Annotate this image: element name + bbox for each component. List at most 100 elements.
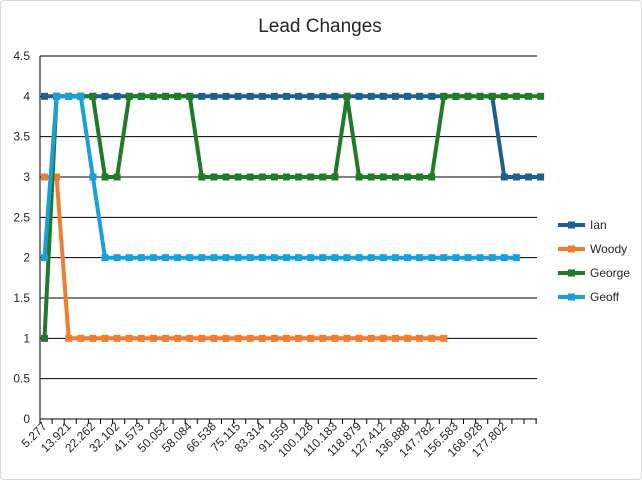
data-point-geoff [101,254,109,262]
y-tick-label: 2 [23,251,30,265]
data-point-woody [404,334,411,342]
data-point-geoff [77,92,85,100]
series-line-woody [44,175,444,341]
y-tick-label: 0.5 [13,372,30,386]
data-point-ian [258,92,266,100]
data-point-ian [331,92,339,100]
data-point-geoff [174,254,182,262]
data-point-geoff [258,254,266,262]
data-point-geoff [319,254,327,262]
data-point-geoff [355,254,363,262]
data-point-ian [246,92,254,100]
data-point-geoff [307,254,315,262]
gridlines [40,55,537,380]
data-point-geoff [283,254,290,262]
data-point-woody [367,334,375,342]
data-point-woody [270,334,278,342]
data-point-geoff [452,254,460,262]
data-point-ian [101,92,109,100]
data-point-george [537,92,545,100]
data-point-geoff [41,254,48,262]
data-point-ian [198,92,206,100]
y-tick-label: 4.5 [13,49,30,63]
data-point-george [137,92,145,100]
data-point-george [149,92,157,100]
data-point-ian [355,92,363,100]
data-point-woody [186,334,194,342]
data-point-george [512,92,520,100]
data-point-geoff [295,254,303,262]
y-axis: 0 0.5 1 1.5 2 2.5 3 3.5 4 4.5 [13,49,41,426]
data-point-george [476,92,484,100]
data-point-woody [53,173,61,181]
data-point-george [331,173,339,181]
data-point-george [367,173,375,181]
legend-marker-geoff [568,293,575,301]
plot-area [41,92,545,342]
data-point-geoff [137,254,145,262]
data-point-ian [307,92,315,100]
data-point-george [222,173,230,181]
data-point-woody [65,334,73,342]
data-point-ian [404,92,411,100]
data-point-geoff [186,254,194,262]
data-point-ian [283,92,290,100]
data-point-george [307,173,315,181]
data-point-woody [89,334,97,342]
data-point-george [258,173,266,181]
data-point-woody [174,334,182,342]
data-point-geoff [512,254,520,262]
data-point-woody [379,334,387,342]
data-point-woody [234,334,242,342]
data-point-ian [500,173,508,181]
data-point-woody [113,334,121,342]
legend-marker-woody [568,245,575,253]
data-point-woody [125,334,133,342]
data-point-george [404,173,411,181]
x-axis: 5.27713.92122.26232.10241.57350.05258.08… [18,418,537,460]
data-point-woody [355,334,363,342]
data-point-george [89,92,97,100]
data-point-ian [512,173,520,181]
data-point-george [234,173,242,181]
data-point-geoff [367,254,375,262]
data-point-ian [234,92,242,100]
data-point-george [283,173,290,181]
data-point-woody [198,334,206,342]
data-point-woody [101,334,109,342]
data-point-woody [149,334,157,342]
data-point-geoff [428,254,436,262]
data-point-woody [307,334,315,342]
data-point-woody [343,334,351,342]
data-point-george [113,173,121,181]
data-point-george [452,92,460,100]
data-point-ian [525,173,532,181]
data-point-geoff [379,254,387,262]
data-point-woody [319,334,327,342]
data-point-george [186,92,194,100]
data-point-woody [222,334,230,342]
data-point-geoff [391,254,399,262]
data-point-ian [210,92,218,100]
data-point-george [525,92,532,100]
data-point-george [210,173,218,181]
data-point-george [428,173,436,181]
data-point-ian [113,92,121,100]
data-point-geoff [234,254,242,262]
data-point-geoff [404,254,411,262]
data-point-woody [428,334,436,342]
data-point-woody [440,334,448,342]
data-point-woody [258,334,266,342]
data-point-ian [416,92,424,100]
data-point-george [270,173,278,181]
y-tick-label: 3.5 [13,130,30,144]
data-point-geoff [65,92,73,100]
y-tick-label: 1.5 [13,291,30,305]
legend-label-woody: Woody [590,242,627,256]
data-point-ian [537,173,545,181]
data-point-george [174,92,182,100]
data-point-george [500,92,508,100]
data-point-woody [416,334,424,342]
